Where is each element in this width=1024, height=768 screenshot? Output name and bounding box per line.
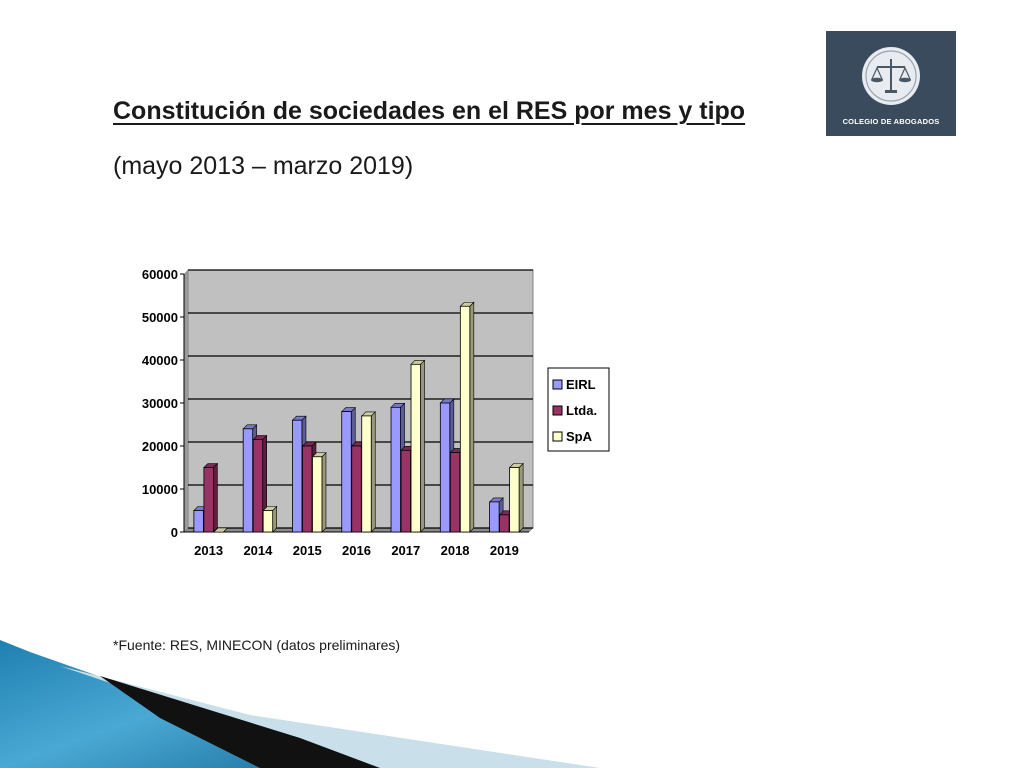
plot-side-wall xyxy=(183,269,189,533)
bar-top-SpA xyxy=(213,527,229,533)
page-title: Constitución de sociedades en el RES por… xyxy=(113,97,746,125)
y-tick-label: 40000 xyxy=(142,353,178,368)
bar-chart: 0 10000 20000 30000 40000 50000 60000 2013 2014 2… xyxy=(120,255,620,580)
x-tick-label: 2013 xyxy=(194,543,223,558)
y-tick-label: 10000 xyxy=(142,482,178,497)
page-subtitle: (mayo 2013 – marzo 2019) xyxy=(113,152,414,180)
legend-swatch-SpA xyxy=(552,431,563,442)
legend-swatch-Ltda. xyxy=(552,405,563,416)
bar-SpA-2017 xyxy=(410,363,421,533)
y-tick-label: 20000 xyxy=(142,439,178,454)
bar-SpA-2019 xyxy=(509,467,520,533)
legend-label: Ltda. xyxy=(566,403,597,418)
colegio-logo: COLEGIO DE ABOGADOS xyxy=(826,31,956,136)
source-note: *Fuente: RES, MINECON (datos preliminare… xyxy=(113,637,401,653)
scales-of-justice-icon xyxy=(862,47,920,105)
y-tick-label: 0 xyxy=(171,525,178,540)
legend-label: SpA xyxy=(566,429,593,444)
y-tick-label: 60000 xyxy=(142,267,178,282)
bar-EIRL-2014 xyxy=(242,428,254,533)
bar-Ltda.-2019 xyxy=(499,514,510,533)
x-tick-label: 2018 xyxy=(441,543,470,558)
y-tick-label: 30000 xyxy=(142,396,178,411)
bar-SpA-2016 xyxy=(361,415,372,533)
bar-SpA-2015 xyxy=(312,456,323,533)
bar-side-SpA xyxy=(420,359,425,533)
chart-svg: 0 10000 20000 30000 40000 50000 60000 2013 2014 2… xyxy=(142,267,610,558)
bar-EIRL-2019 xyxy=(489,501,500,533)
bar-EIRL-2016 xyxy=(341,411,352,533)
bar-EIRL-2018 xyxy=(439,402,451,533)
bar-Ltda.-2018 xyxy=(449,452,461,533)
bar-side-SpA xyxy=(370,411,376,533)
bar-EIRL-2017 xyxy=(390,406,401,533)
y-tick-label: 50000 xyxy=(142,310,178,325)
bar-side-SpA xyxy=(321,452,327,533)
bar-Ltda.-2013 xyxy=(203,467,214,533)
bar-EIRL-2013 xyxy=(193,510,204,533)
x-tick-label: 2019 xyxy=(490,543,519,558)
decorative-swoosh xyxy=(0,640,600,768)
x-tick-label: 2017 xyxy=(391,543,420,558)
x-tick-label: 2014 xyxy=(243,543,273,558)
bar-SpA-2014 xyxy=(262,510,274,533)
bar-EIRL-2015 xyxy=(292,419,303,533)
bar-SpA-2018 xyxy=(459,305,471,533)
bar-side-SpA xyxy=(469,301,475,533)
bar-Ltda.-2014 xyxy=(252,439,264,533)
bar-side-SpA xyxy=(272,505,277,533)
legend-swatch-EIRL xyxy=(552,379,563,390)
bar-side-Ltda. xyxy=(213,462,218,533)
x-tick-label: 2015 xyxy=(293,543,322,558)
bar-Ltda.-2015 xyxy=(302,445,313,533)
logo-text: COLEGIO DE ABOGADOS xyxy=(842,117,940,126)
x-tick-label: 2016 xyxy=(342,543,371,558)
bar-Ltda.-2016 xyxy=(351,445,362,533)
bar-Ltda.-2017 xyxy=(400,449,411,533)
bar-side-SpA xyxy=(518,462,524,533)
legend-label: EIRL xyxy=(566,377,596,392)
